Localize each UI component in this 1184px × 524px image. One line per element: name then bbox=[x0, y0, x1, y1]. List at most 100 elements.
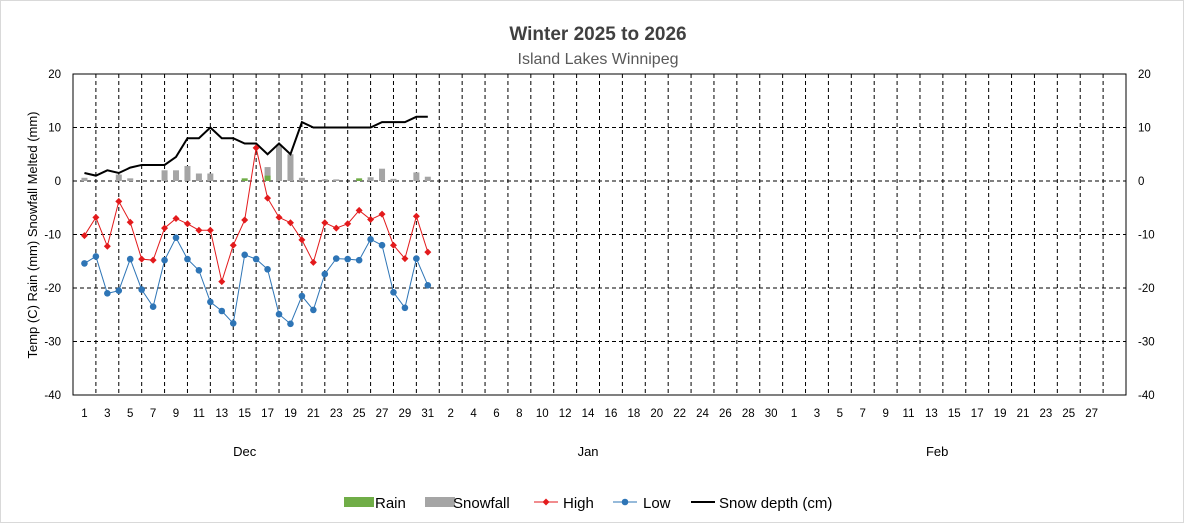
low-point bbox=[355, 256, 363, 264]
x-tick-label: 21 bbox=[1017, 408, 1030, 420]
snowfall-bar bbox=[413, 172, 420, 181]
x-tick-label: 2 bbox=[448, 408, 454, 420]
month-label: Feb bbox=[926, 444, 948, 459]
snow-depth-line bbox=[84, 115, 428, 177]
x-tick-label: 6 bbox=[493, 408, 499, 420]
low-point bbox=[207, 298, 214, 306]
plot-border bbox=[72, 73, 1127, 396]
low-point bbox=[161, 256, 168, 264]
high-point bbox=[321, 219, 329, 227]
low-point bbox=[241, 251, 248, 259]
low-point bbox=[390, 288, 397, 296]
y-tick-label-right: -30 bbox=[1138, 337, 1155, 349]
axes bbox=[72, 73, 1127, 396]
high-point bbox=[183, 220, 191, 228]
x-tick-label: 5 bbox=[837, 408, 843, 420]
high-point bbox=[218, 278, 226, 286]
low-point bbox=[81, 260, 88, 267]
low-point bbox=[378, 241, 386, 249]
x-tick-label: 29 bbox=[399, 408, 412, 420]
low-point bbox=[367, 236, 374, 243]
x-tick-label: 10 bbox=[536, 408, 549, 420]
high-point bbox=[126, 218, 134, 226]
y-tick-label-right: 20 bbox=[1138, 69, 1151, 81]
high-point bbox=[298, 236, 306, 244]
x-tick-label: 19 bbox=[994, 408, 1007, 420]
x-tick-label: 11 bbox=[193, 408, 205, 420]
legend-snowfall-swatch bbox=[425, 497, 455, 507]
high-point bbox=[355, 206, 363, 214]
x-tick-label: 3 bbox=[814, 408, 820, 420]
snowfall-bar bbox=[184, 166, 191, 181]
high-point bbox=[344, 220, 352, 228]
high-point bbox=[401, 255, 409, 263]
x-tick-label: 25 bbox=[353, 408, 366, 420]
legend-snow-depth-label: Snow depth (cm) bbox=[719, 495, 832, 512]
y-tick-label-right: -40 bbox=[1138, 390, 1155, 402]
y-tick-label-left: -30 bbox=[44, 337, 61, 349]
high-point bbox=[424, 248, 432, 256]
month-label: Jan bbox=[578, 444, 599, 459]
low-point bbox=[401, 304, 409, 312]
x-tick-label: 5 bbox=[127, 408, 133, 420]
legend: Rain Snowfall High Low Snow depth (cm) bbox=[344, 495, 832, 512]
y-tick-label-right: -20 bbox=[1138, 283, 1155, 295]
snowfall-bar bbox=[161, 170, 168, 181]
x-tick-label: 31 bbox=[421, 408, 434, 420]
low-point bbox=[275, 310, 283, 318]
x-tick-label: 11 bbox=[903, 408, 915, 420]
snowfall-bar bbox=[298, 177, 305, 181]
low-point bbox=[138, 286, 145, 293]
low-point bbox=[252, 255, 260, 263]
x-tick-label: 14 bbox=[582, 408, 595, 420]
high-point bbox=[172, 214, 180, 222]
high-point bbox=[264, 194, 272, 202]
legend-rain-swatch bbox=[344, 497, 374, 507]
y-tick-label-right: 10 bbox=[1138, 123, 1151, 135]
x-tick-label: 8 bbox=[516, 408, 522, 420]
month-label: Dec bbox=[233, 444, 257, 459]
snowfall-bar bbox=[379, 168, 386, 181]
low-point bbox=[115, 287, 123, 294]
high-point bbox=[206, 226, 214, 234]
snowfall-bar bbox=[390, 178, 397, 181]
x-tick-label: 30 bbox=[765, 408, 778, 420]
low-point bbox=[104, 290, 111, 297]
high-point bbox=[286, 219, 294, 227]
x-tick-label: 12 bbox=[559, 408, 572, 420]
chart-title: Winter 2025 to 2026 bbox=[509, 24, 686, 45]
x-tick-label: 17 bbox=[971, 408, 984, 420]
rain-bar bbox=[264, 175, 271, 181]
high-point bbox=[241, 216, 249, 224]
high-point bbox=[275, 213, 283, 221]
low-point bbox=[424, 282, 432, 289]
low-point bbox=[172, 234, 180, 242]
legend-low-label: Low bbox=[643, 495, 671, 512]
high-point bbox=[309, 258, 317, 266]
x-tick-label: 22 bbox=[673, 408, 686, 420]
high-point bbox=[161, 224, 169, 232]
x-tick-label: 16 bbox=[605, 408, 618, 420]
y-tick-label-left: -40 bbox=[44, 390, 61, 402]
low-point bbox=[413, 255, 420, 262]
high-point bbox=[252, 144, 260, 152]
snowfall-bar bbox=[207, 173, 214, 181]
low-point bbox=[287, 320, 294, 328]
low-point bbox=[195, 267, 203, 274]
high-point bbox=[412, 212, 420, 220]
x-tick-label: 13 bbox=[215, 408, 228, 420]
y-tick-label-left: 0 bbox=[55, 176, 61, 188]
snowfall-bar bbox=[195, 173, 202, 181]
snowfall-bar bbox=[173, 170, 180, 181]
x-tick-label: 26 bbox=[719, 408, 732, 420]
y-tick-label-left: 10 bbox=[48, 123, 61, 135]
low-point bbox=[310, 306, 317, 314]
low-point bbox=[92, 253, 100, 260]
low-point bbox=[218, 307, 226, 315]
x-tick-label: 23 bbox=[1039, 408, 1052, 420]
low-point bbox=[298, 292, 306, 300]
x-tick-label: 20 bbox=[650, 408, 663, 420]
high-point bbox=[378, 210, 386, 218]
